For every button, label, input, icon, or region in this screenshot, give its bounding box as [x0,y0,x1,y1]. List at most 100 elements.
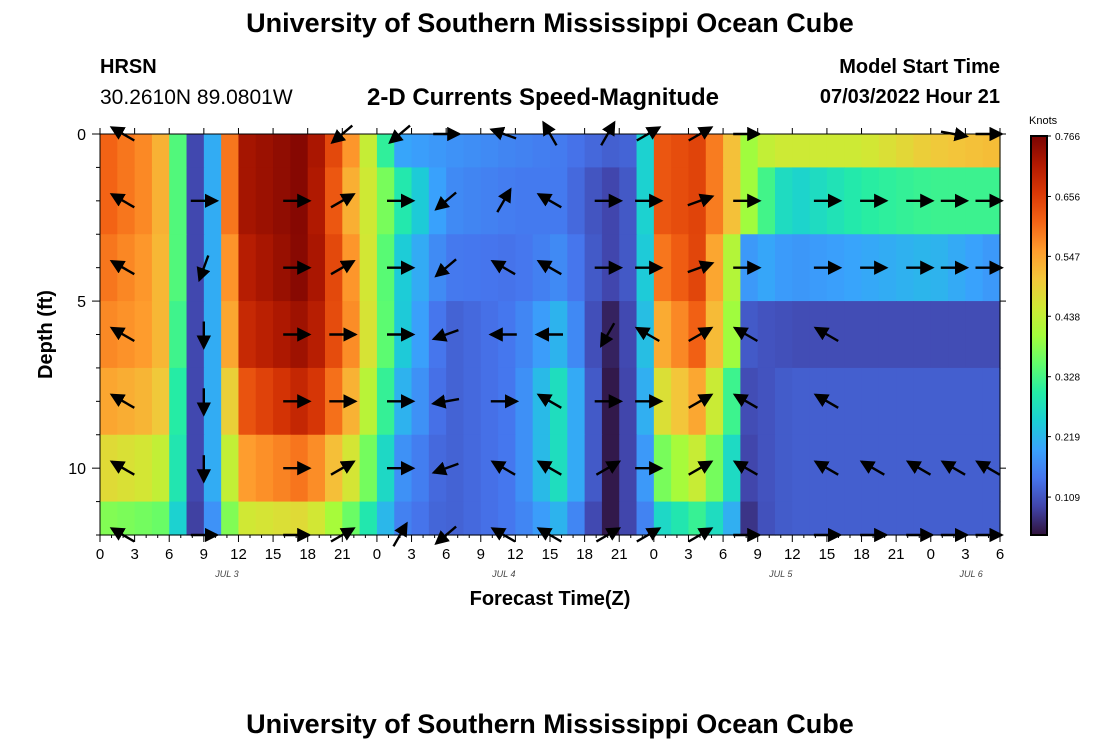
heatmap-cell [117,367,136,436]
x-tick-label: 6 [719,546,727,563]
colorbar: Knots 0.766 0.656 0.547 0.438 0.328 0.219 0.10… [1029,115,1080,536]
colorbar-tick-label: 0.766 [1055,132,1080,143]
axes: 0 3 6 9 12 15 18 21 0 3 6 9 12 15 18 21 0 3 6 9 12 15 18 21 0 3 6 J… [68,127,1006,579]
heatmap-cell [238,434,257,503]
heatmap-cell [255,367,274,436]
heatmap-cell [411,501,430,536]
heatmap-cell [740,501,759,536]
heatmap-cell [463,234,482,302]
y-tick-label: 5 [77,294,86,311]
heatmap-cell [411,301,430,369]
heatmap-cell [376,367,395,436]
heatmap-cell [567,167,586,235]
heatmap-cell [325,234,343,302]
current-vector-arrow [688,326,714,343]
heatmap-cell [307,501,326,536]
heatmap-cell [100,234,118,302]
heatmap-cell [705,301,724,369]
heatmap-cell [117,501,136,536]
page-title: University of Southern Mississippi Ocean… [246,8,854,38]
y-tick-label: 10 [68,461,86,478]
heatmap-cell [446,234,465,302]
heatmap-cell [186,134,205,169]
x-tick-label: 21 [611,546,628,563]
colorbar-tick-label: 0.547 [1055,252,1080,263]
heatmap-cell [705,167,724,235]
heatmap-cell [775,134,793,169]
heatmap-cell [255,167,274,235]
heatmap-cell [705,367,724,436]
heatmap-cell [100,134,118,169]
heatmap-cell [203,434,222,503]
current-vector-arrow [732,393,759,409]
heatmap-cell [826,301,845,369]
heatmap-cell [151,367,170,436]
heatmap-cell [809,301,828,369]
heatmap-cell [307,301,326,369]
heatmap-cell [930,434,949,503]
heatmap-cell [238,301,257,369]
heatmap-cell [515,134,534,169]
current-vector-arrow [330,193,356,209]
heatmap-cell [723,501,741,536]
heatmap-cell [446,134,465,169]
heatmap-cell [463,434,482,503]
day-label: JUL 5 [768,569,793,579]
heatmap-cell [878,301,897,369]
heatmap-cell [169,434,188,503]
heatmap-cell [359,367,378,436]
heatmap-cell [896,367,915,436]
x-tick-label: 18 [853,546,870,563]
heatmap-cell [775,367,793,436]
station-id: HRSN [100,56,157,78]
heatmap-cell [359,301,378,369]
heatmap-cell [688,501,707,536]
heatmap-cell [965,434,984,503]
heatmap-cell [775,301,793,369]
heatmap-cell [878,134,897,169]
colorbar-unit: Knots [1029,115,1058,127]
heatmap-cell [480,367,499,436]
heatmap-cell [584,301,603,369]
heatmap-cell [532,167,551,235]
heatmap-cell [948,434,966,503]
heatmap-cell [359,234,378,302]
x-tick-label: 0 [96,546,104,563]
heatmap-cell [948,134,966,169]
heatmap-cell [775,234,793,302]
heatmap-cell [948,501,966,536]
heatmap-cell [550,501,568,536]
heatmap-cell [653,301,672,369]
heatmap-cell [255,301,274,369]
heatmap-cell [134,301,153,369]
heatmap-cell [619,301,638,369]
heatmap-cell [775,434,793,503]
heatmap-cell [532,234,551,302]
heatmap-cell [896,234,915,302]
heatmap-cell [723,367,741,436]
heatmap-cell [307,167,326,235]
heatmap-cell [221,167,240,235]
heatmap-cell [757,167,776,235]
heatmap-cell [757,367,776,436]
heatmap-cell [221,367,240,436]
heatmap-cell [896,167,915,235]
heatmap-cell [740,301,759,369]
model-start-value: 07/03/2022 Hour 21 [819,86,1000,108]
heatmap-cell [636,301,655,369]
heatmap-cell [913,301,932,369]
heatmap-cell [532,367,551,436]
heatmap-cell [238,234,257,302]
model-start-label: Model Start Time [839,56,1000,78]
heatmap-cell [930,367,949,436]
heatmap-cell [619,434,638,503]
heatmap-cell [221,434,240,503]
heatmap-cell [757,301,776,369]
heatmap-cell [896,134,915,169]
heatmap-cell [653,501,672,536]
heatmap-cell [480,501,499,536]
current-vector-arrow [431,394,460,409]
x-tick-label: 18 [576,546,593,563]
heatmap-cell [619,234,638,302]
heatmap-cell [325,501,343,536]
